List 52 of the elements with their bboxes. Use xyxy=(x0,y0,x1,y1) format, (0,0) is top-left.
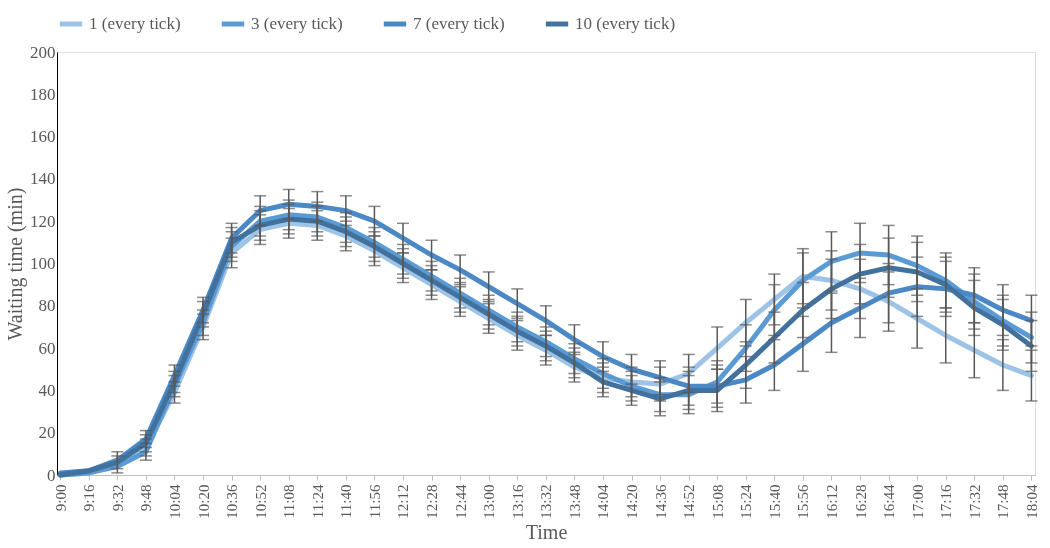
x-tick-label: 13:32 xyxy=(538,484,555,519)
x-tick-label: 14:36 xyxy=(652,484,669,519)
x-axis-title: Time xyxy=(525,520,568,543)
x-tick-label: 17:48 xyxy=(995,484,1012,519)
x-tick-label: 11:24 xyxy=(309,484,326,519)
y-tick-label: 60 xyxy=(38,338,56,358)
y-tick-label: 40 xyxy=(38,380,56,400)
x-tick-label: 10:20 xyxy=(195,484,212,519)
x-tick-label: 16:12 xyxy=(823,484,840,519)
legend-label: 10 (every tick) xyxy=(575,14,676,33)
x-tick-label: 17:32 xyxy=(966,484,983,519)
x-tick-label: 13:16 xyxy=(509,484,526,519)
x-tick-label: 10:52 xyxy=(252,484,269,519)
x-tick-label: 12:12 xyxy=(395,484,412,519)
x-tick-label: 15:24 xyxy=(738,484,755,519)
x-tick-label: 15:56 xyxy=(795,484,812,519)
x-tick-label: 17:16 xyxy=(938,484,955,519)
legend-label: 1 (every tick) xyxy=(89,14,181,33)
y-tick-label: 80 xyxy=(38,296,56,316)
x-tick-label: 11:08 xyxy=(281,484,298,519)
x-tick-label: 11:40 xyxy=(338,484,355,519)
x-tick-label: 13:00 xyxy=(481,484,498,519)
x-tick-label: 9:00 xyxy=(52,484,69,512)
x-tick-label: 14:20 xyxy=(624,484,641,519)
y-axis-title: Waiting time (min) xyxy=(4,187,27,341)
legend-label: 3 (every tick) xyxy=(251,14,343,33)
x-tick-label: 15:08 xyxy=(709,484,726,519)
y-tick-label: 180 xyxy=(30,84,56,104)
x-tick-label: 16:44 xyxy=(881,484,898,519)
x-tick-label: 11:56 xyxy=(366,484,383,519)
x-tick-label: 17:00 xyxy=(909,484,926,519)
x-tick-label: 18:04 xyxy=(1023,484,1040,519)
y-tick-label: 100 xyxy=(30,254,56,273)
legend-label: 7 (every tick) xyxy=(413,14,505,33)
y-tick-label: 160 xyxy=(30,127,56,147)
x-tick-label: 12:28 xyxy=(424,484,441,519)
y-tick-label: 20 xyxy=(38,423,56,443)
x-tick-label: 16:28 xyxy=(852,484,869,519)
x-tick-label: 10:36 xyxy=(224,484,241,519)
x-tick-label: 9:16 xyxy=(81,484,98,512)
x-tick-label: 15:40 xyxy=(766,484,783,519)
y-tick-label: 0 xyxy=(47,465,56,485)
y-tick-label: 120 xyxy=(30,211,56,231)
x-tick-label: 10:04 xyxy=(166,484,183,519)
y-tick-label: 200 xyxy=(30,42,56,62)
x-tick-label: 12:44 xyxy=(452,484,469,519)
y-tick-label: 140 xyxy=(30,169,56,189)
x-tick-label: 14:52 xyxy=(681,484,698,519)
x-tick-label: 9:32 xyxy=(109,484,126,512)
x-tick-label: 9:48 xyxy=(138,484,155,512)
x-tick-label: 13:48 xyxy=(566,484,583,519)
x-tick-label: 14:04 xyxy=(595,484,612,519)
